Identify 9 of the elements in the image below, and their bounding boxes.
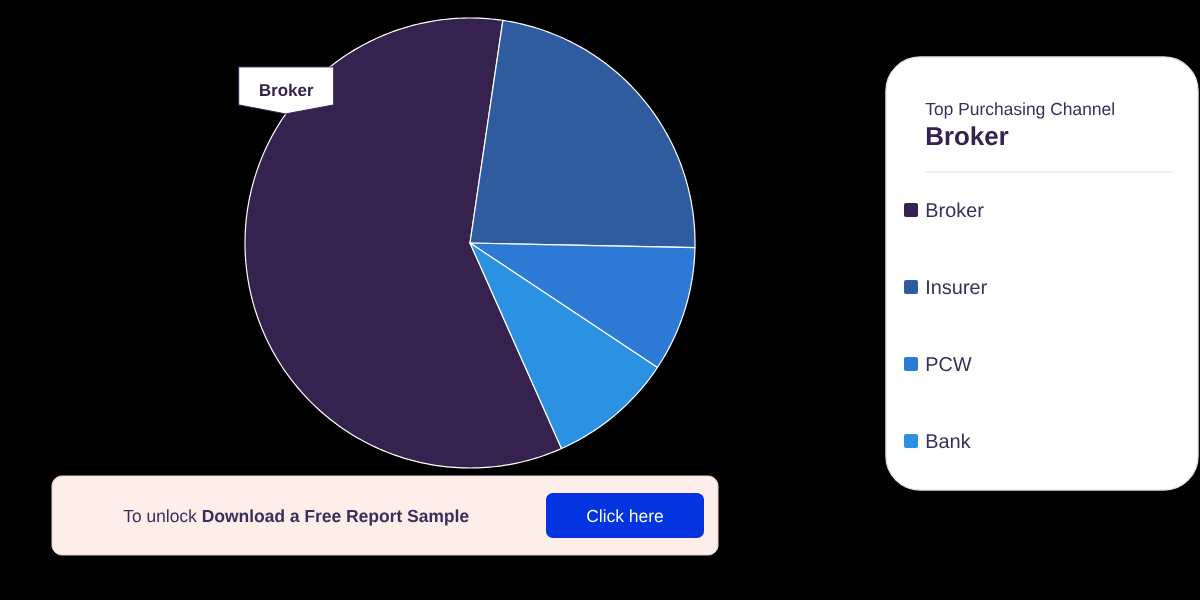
text: Broker [260,83,314,97]
legend-label: Bank [926,433,971,449]
text: Broker [926,126,1009,146]
text: Click here [587,509,663,523]
legend-label: Broker [926,202,984,218]
text: Top Purchasing Channel [925,102,1114,119]
legend-label: PCW [926,357,972,372]
text: To unlock Download a Free Report Sample [123,509,469,526]
legend-label: Insurer [927,280,987,295]
